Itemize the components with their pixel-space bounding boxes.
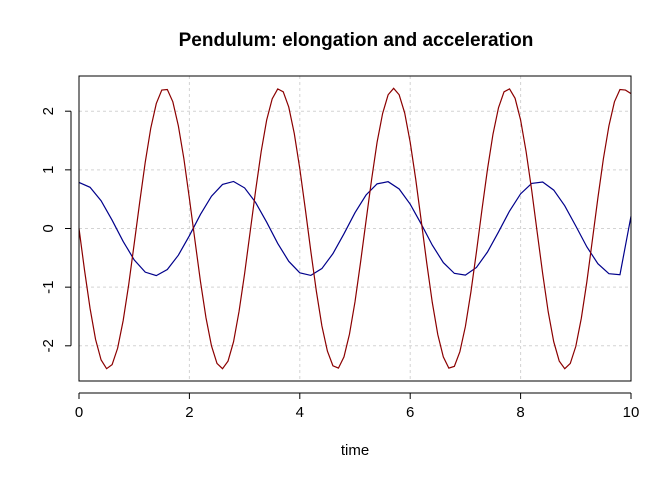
x-tick-label-3: 6 [406,404,414,421]
x-tick-label-1: 2 [185,404,193,421]
x-tick-label-2: 4 [296,404,304,421]
series-line-0 [78,180,632,277]
x-tick-label-5: 10 [623,404,640,421]
series-line-1 [78,87,632,370]
x-axis: 0 2 4 6 8 10 [75,392,640,421]
grid [78,76,632,381]
series-layer [78,87,632,370]
plot-frame [78,75,632,382]
x-tick-label-0: 0 [75,404,83,421]
x-axis-label: time [341,442,369,459]
y-tick-label-0: -2 [40,339,57,352]
y-tick-label-3: 1 [40,166,57,174]
chart-title: Pendulum: elongation and acceleration [179,30,534,51]
y-tick-label-1: -1 [40,280,57,293]
y-tick-label-4: 2 [40,107,57,115]
x-tick-label-4: 8 [516,404,524,421]
y-axis: -2 -1 0 1 2 [40,107,72,352]
y-tick-label-2: 0 [40,224,57,232]
